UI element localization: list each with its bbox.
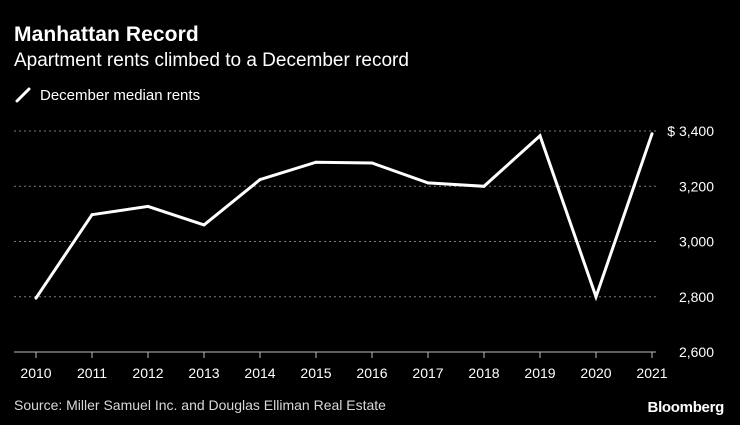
x-tick-label: 2015: [300, 365, 331, 381]
y-tick-label: 3,200: [679, 178, 714, 194]
series-line-december-median-rents: [34, 133, 654, 302]
chart-title: Manhattan Record: [14, 23, 199, 46]
gridlines: [14, 130, 656, 298]
data-point: [538, 134, 542, 138]
data-point: [202, 223, 206, 227]
data-point: [370, 161, 374, 165]
x-tick-label: 2012: [132, 365, 163, 381]
data-point: [594, 295, 598, 299]
data-point: [426, 181, 430, 185]
data-point: [314, 160, 318, 164]
legend: December median rents: [14, 86, 200, 104]
legend-label: December median rents: [40, 86, 201, 104]
legend-swatch-icon: [15, 87, 31, 103]
x-tick-label: 2021: [636, 365, 667, 381]
source-note: Source: Miller Samuel Inc. and Douglas E…: [14, 397, 386, 413]
y-tick-label: $ 3,400: [667, 123, 714, 139]
x-tick-label: 2010: [20, 365, 51, 381]
x-tick-labels: 2010 2011 2012 2013 2014 2015 2016 2017 2018 2019…: [20, 365, 667, 381]
x-tick-label: 2014: [244, 365, 275, 381]
x-tick-label: 2018: [468, 365, 499, 381]
data-point: [650, 132, 654, 136]
x-axis: [14, 351, 656, 358]
series-group: [34, 132, 654, 302]
data-point: [258, 178, 262, 182]
x-tick-label: 2017: [412, 365, 443, 381]
x-tick-label: 2019: [524, 365, 555, 381]
y-tick-label: 3,000: [679, 234, 714, 250]
y-tick-labels: $ 3,400 3,200 3,000 2,800 2,600: [667, 123, 714, 360]
data-point: [90, 213, 94, 217]
bloomberg-logo: Bloomberg: [647, 399, 725, 416]
data-point: [146, 204, 150, 208]
data-point: [482, 184, 486, 188]
chart-subtitle: Apartment rents climbed to a December re…: [14, 50, 409, 71]
x-tick-label: 2016: [356, 365, 387, 381]
x-tick-label: 2011: [77, 365, 107, 381]
y-tick-label: 2,800: [679, 289, 714, 305]
x-tick-label: 2020: [580, 365, 611, 381]
data-point: [34, 296, 38, 300]
x-tick-label: 2013: [188, 365, 219, 381]
y-tick-label: 2,600: [679, 344, 714, 360]
